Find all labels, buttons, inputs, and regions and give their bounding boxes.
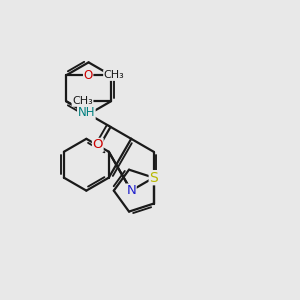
Text: NH: NH xyxy=(78,106,95,119)
Text: CH₃: CH₃ xyxy=(104,70,124,80)
Text: CH₃: CH₃ xyxy=(72,96,93,106)
Text: S: S xyxy=(149,171,158,185)
Text: O: O xyxy=(83,69,93,82)
Text: N: N xyxy=(126,184,136,197)
Text: O: O xyxy=(92,138,103,152)
